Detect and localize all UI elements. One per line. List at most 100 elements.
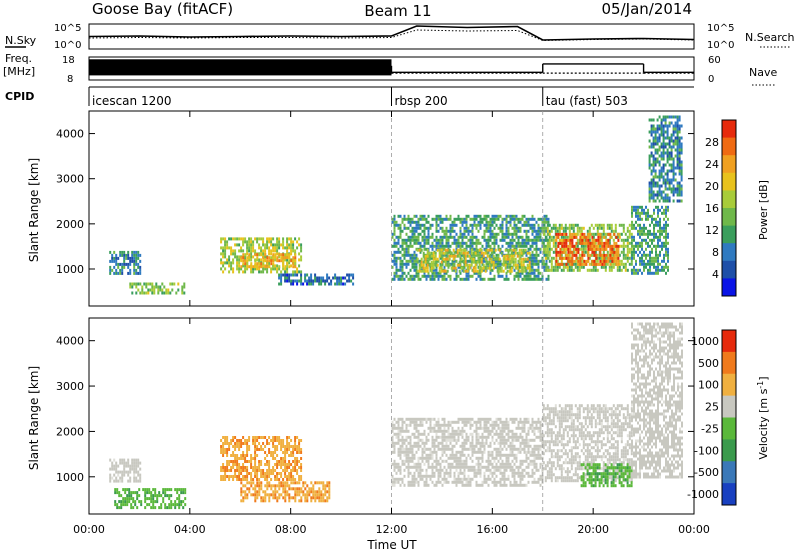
heat-cell xyxy=(435,220,438,224)
heat-cell xyxy=(649,262,651,266)
heat-cell xyxy=(588,256,591,260)
heat-cell xyxy=(481,417,484,421)
heat-cell xyxy=(535,220,538,224)
heat-cell xyxy=(622,238,625,242)
heat-cell xyxy=(415,226,418,230)
heat-cell xyxy=(449,456,452,460)
heat-cell xyxy=(264,246,267,250)
heat-cell xyxy=(668,181,671,185)
heat-cell xyxy=(119,253,122,257)
heat-cell xyxy=(399,259,402,263)
heat-cell xyxy=(224,240,227,244)
heat-cell xyxy=(276,246,279,250)
heat-cell xyxy=(463,462,466,466)
heat-cell xyxy=(254,463,257,466)
heat-cell xyxy=(485,480,488,484)
heat-cell xyxy=(280,442,283,445)
heat-cell xyxy=(292,249,295,253)
heat-cell xyxy=(432,251,435,255)
heat-cell xyxy=(501,220,504,224)
heat-cell xyxy=(220,252,223,256)
heat-cell xyxy=(166,506,169,510)
heat-cell xyxy=(652,118,655,122)
heat-cell xyxy=(497,253,500,257)
heat-cell xyxy=(415,262,418,266)
heat-cell xyxy=(288,243,291,247)
heat-cell xyxy=(147,288,150,292)
heat-cell xyxy=(151,291,154,295)
heat-cell xyxy=(123,467,126,471)
heat-cell xyxy=(419,226,422,230)
heat-cell xyxy=(662,148,665,152)
heat-cell xyxy=(656,148,659,152)
heat-cell xyxy=(114,500,117,504)
heat-cell xyxy=(324,279,327,283)
heat-cell xyxy=(415,238,418,242)
heat-cell xyxy=(115,467,118,471)
heat-cell xyxy=(600,235,603,239)
heat-cell xyxy=(507,265,510,269)
heat-cell xyxy=(519,274,522,278)
heat-cell xyxy=(626,238,629,242)
heat-cell xyxy=(479,465,482,469)
heat-cell xyxy=(250,249,253,253)
heat-cell xyxy=(445,429,448,433)
heat-cell xyxy=(550,268,553,272)
heat-cell xyxy=(648,118,651,122)
heat-cell xyxy=(486,254,489,258)
heat-cell xyxy=(135,256,138,260)
heat-cell xyxy=(415,435,418,439)
heat-cell xyxy=(487,462,490,466)
heat-cell xyxy=(152,494,155,498)
heat-cell xyxy=(521,244,524,248)
heat-cell xyxy=(637,268,639,272)
heat-cell xyxy=(469,483,472,487)
heat-cell xyxy=(435,483,438,487)
heat-cell xyxy=(474,263,477,267)
heat-cell xyxy=(531,229,534,233)
heat-cell xyxy=(600,226,603,230)
heat-cell xyxy=(230,466,233,469)
heat-cell xyxy=(429,477,432,481)
heat-cell xyxy=(477,441,480,445)
heat-cell xyxy=(242,499,245,503)
heat-cell xyxy=(409,417,412,421)
heat-cell xyxy=(552,223,555,227)
heat-cell xyxy=(529,226,532,230)
heat-cell xyxy=(493,441,496,445)
heat-cell xyxy=(509,241,512,245)
heat-cell xyxy=(308,279,311,283)
heat-cell xyxy=(320,496,323,500)
heat-cell xyxy=(471,253,474,257)
heat-cell xyxy=(393,432,396,436)
heat-cell xyxy=(485,438,488,442)
heat-cell xyxy=(517,217,520,221)
heat-cell xyxy=(258,243,261,247)
heat-cell xyxy=(399,256,402,260)
heat-cell xyxy=(310,496,313,500)
heat-cell xyxy=(670,139,673,143)
heat-cell xyxy=(133,479,136,483)
heat-cell xyxy=(461,432,464,436)
heat-cell xyxy=(314,490,317,494)
heat-cell xyxy=(503,235,506,239)
heat-cell xyxy=(469,465,472,469)
heat-cell xyxy=(527,277,530,281)
heat-cell xyxy=(511,235,514,239)
heat-cell xyxy=(469,217,472,221)
heat-cell xyxy=(393,217,396,221)
heat-cell xyxy=(461,277,464,281)
heat-cell xyxy=(127,479,130,483)
heat-cell xyxy=(125,262,128,266)
heat-cell xyxy=(467,447,470,451)
heat-cell xyxy=(411,432,414,436)
heat-cell xyxy=(476,248,479,252)
heat-cell xyxy=(479,217,482,221)
heat-cell xyxy=(250,454,253,457)
heat-cell xyxy=(633,256,635,260)
heat-cell xyxy=(459,265,462,269)
heat-cell xyxy=(541,241,544,245)
heat-cell xyxy=(485,229,488,233)
heat-cell xyxy=(615,244,618,248)
heat-cell xyxy=(509,217,512,221)
